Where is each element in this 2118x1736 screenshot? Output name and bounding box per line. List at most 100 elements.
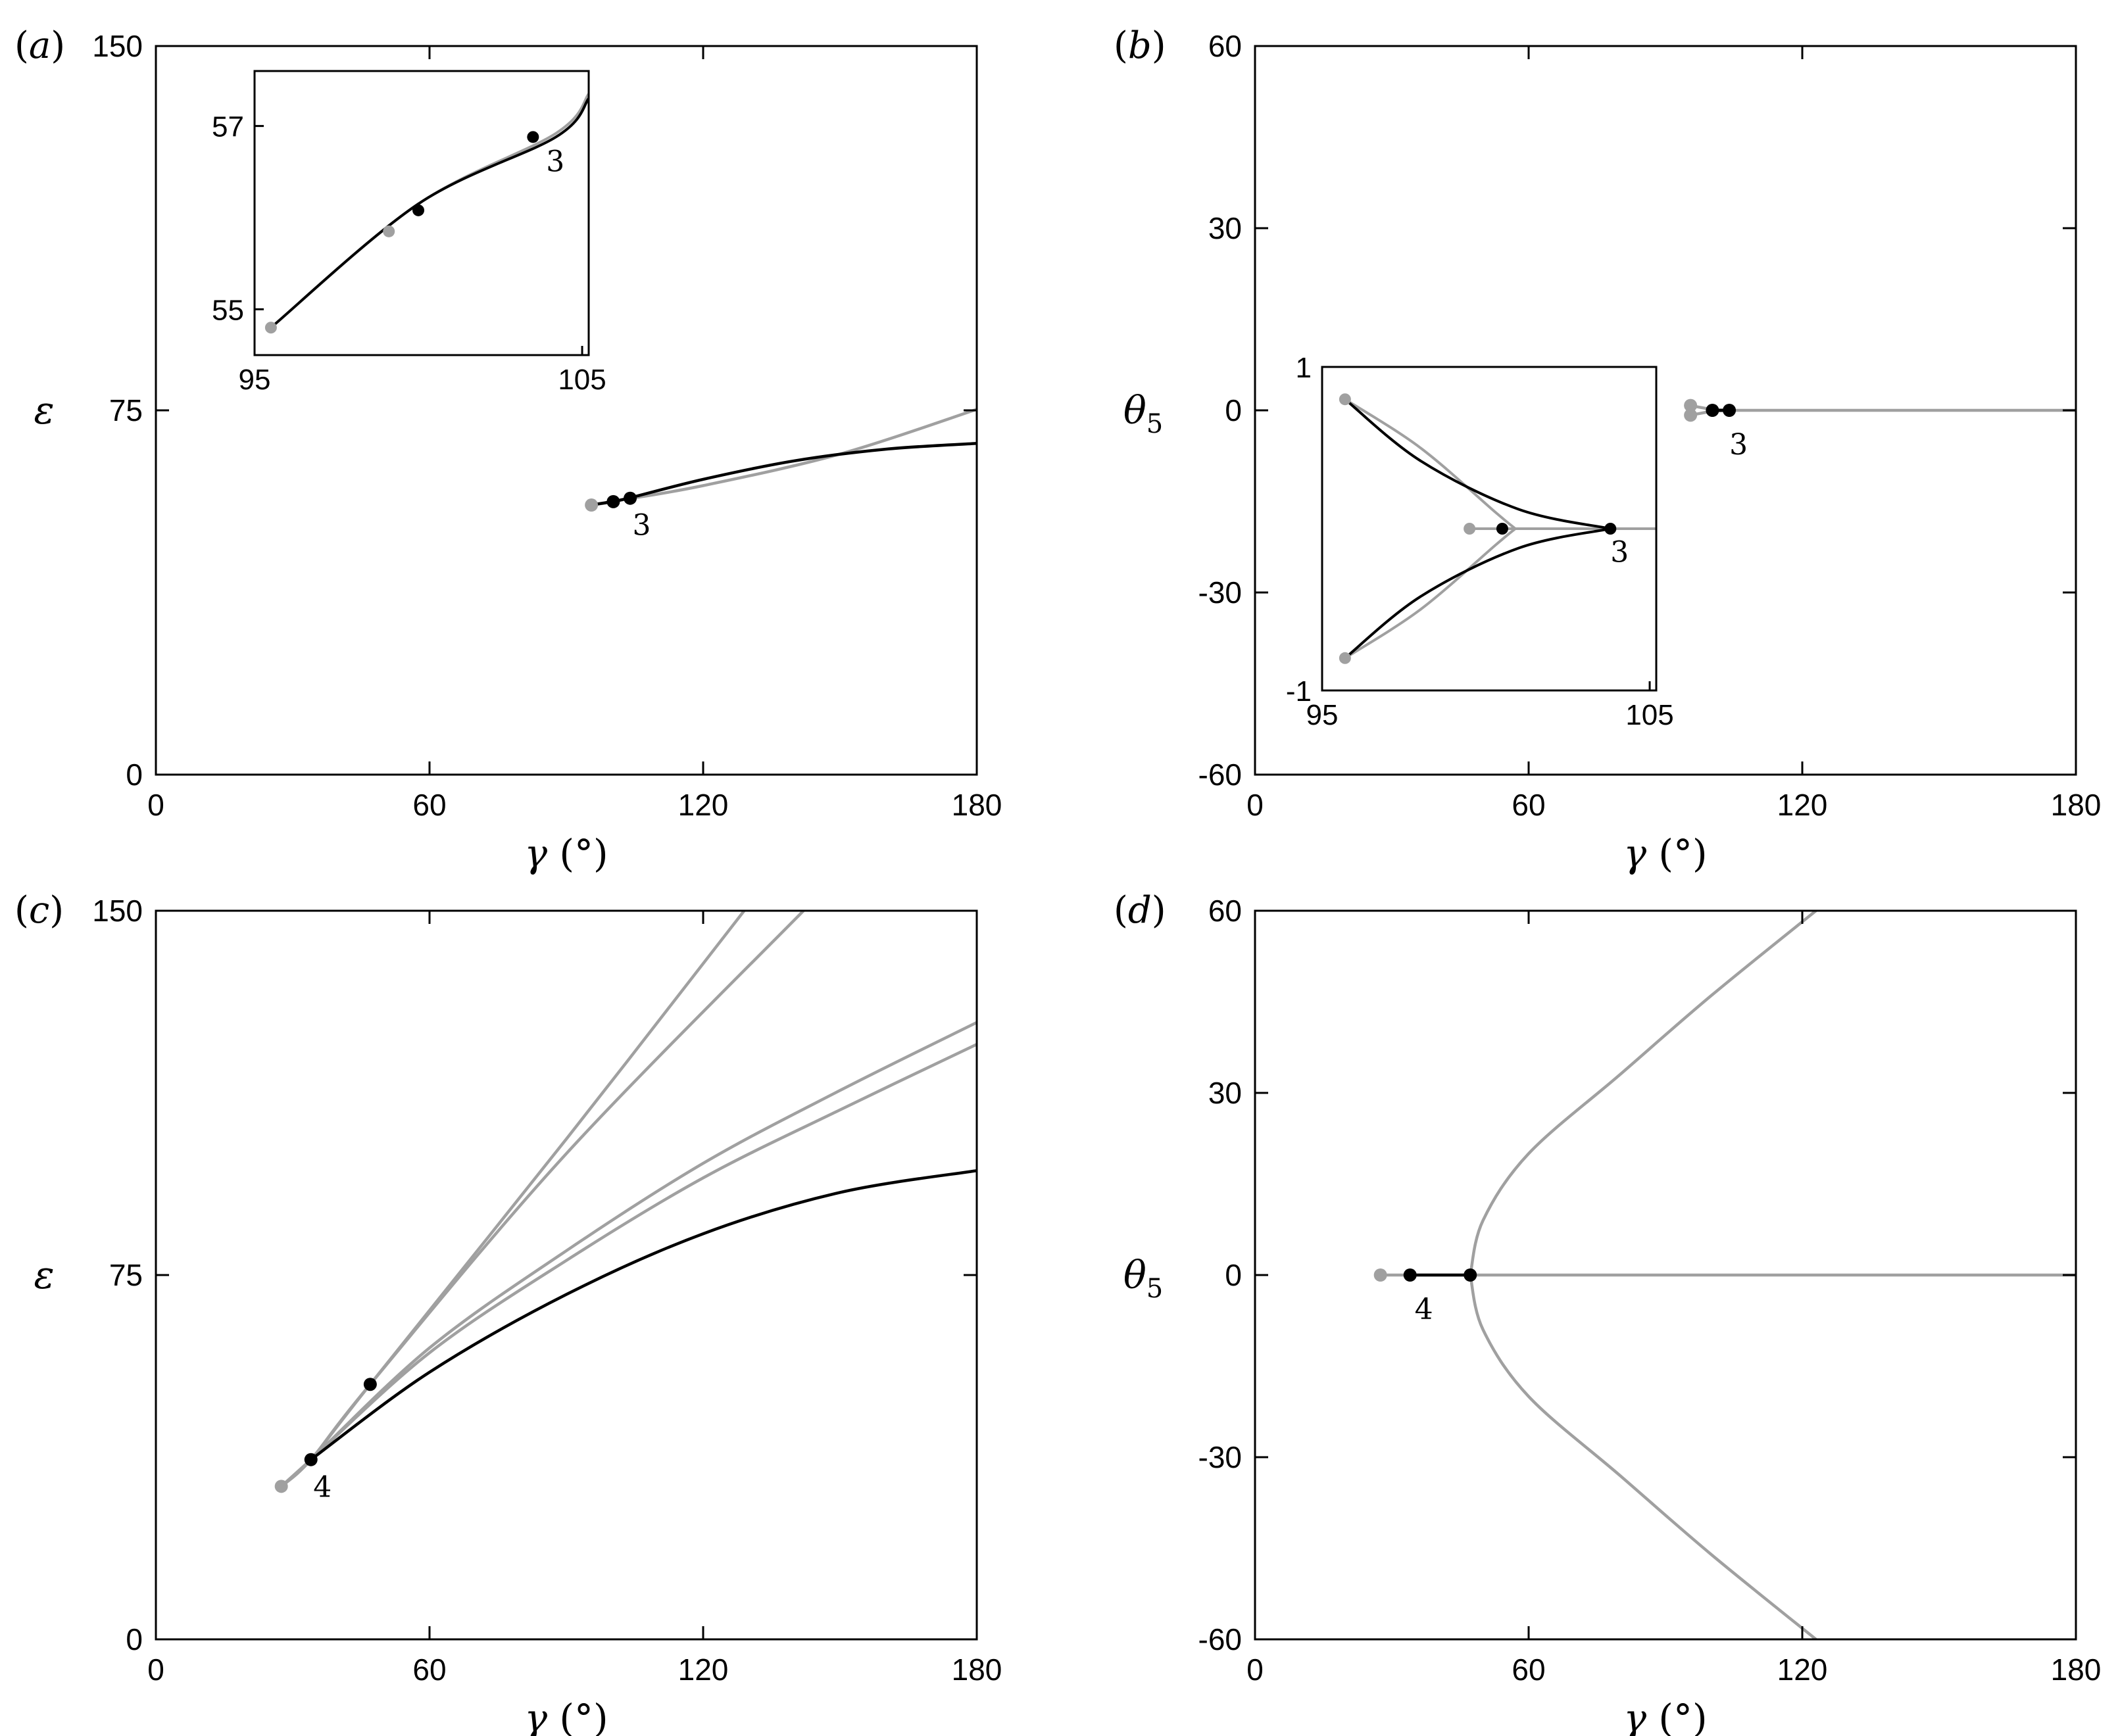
- x-tick-label: 0: [147, 788, 164, 822]
- plot-area: [1684, 398, 2076, 422]
- chart-panel-b: 0 60 120 180 -60 -30 0 30 60 3 γ (°) θ5 (b) 95 105 -1 1 3: [1114, 24, 2101, 876]
- x-tick-label: 0: [1246, 1652, 1264, 1687]
- chart-panel-a: 0 60 120 180 0 75 150 3 γ (°) ε (a) 95 105 55 57 3: [14, 24, 1002, 876]
- marker-point-2: [1403, 1268, 1417, 1282]
- inset-chart: 95 105 55 57 3: [212, 70, 606, 396]
- marker-point-2: [1684, 408, 1698, 422]
- x-tick-label: 60: [1512, 1652, 1545, 1687]
- marker-point-3: [412, 204, 425, 216]
- marker-point-3: [1464, 1268, 1477, 1282]
- x-tick-label: 60: [412, 788, 446, 822]
- y-tick-label: 0: [1225, 393, 1242, 427]
- y-tick-label: 60: [1208, 29, 1242, 63]
- marker-point-2: [304, 1453, 318, 1466]
- axes-frame: [1321, 366, 1658, 692]
- y-tick-label: 0: [1225, 1258, 1242, 1292]
- y-tick-label: -30: [1198, 575, 1242, 610]
- marker-point-3: [1464, 523, 1476, 535]
- marker-point-1: [1373, 1268, 1387, 1282]
- point-label: 4: [1415, 1293, 1433, 1326]
- plot-area: [274, 911, 977, 1493]
- marker-point-3: [363, 1378, 377, 1391]
- series-line-3: [1343, 527, 1517, 660]
- y-tick-label: 75: [109, 393, 143, 427]
- x-tick-label: 60: [1512, 788, 1545, 822]
- series-line-1: [280, 911, 746, 1488]
- point-label: 3: [1729, 428, 1748, 462]
- y-tick-label: 1: [1296, 352, 1312, 384]
- point-label: 3: [633, 509, 651, 542]
- y-axis-label: ε: [34, 1253, 54, 1297]
- series-line-1: [589, 408, 977, 507]
- series-line-4: [280, 1042, 977, 1488]
- axes-frame: [253, 70, 590, 356]
- marker-point-1: [1339, 393, 1351, 406]
- y-tick-label: -1: [1286, 675, 1312, 708]
- x-tick-label: 0: [1246, 788, 1264, 822]
- marker-point-2: [383, 225, 395, 237]
- x-axis-label: γ (°): [524, 1696, 608, 1736]
- point-label: 3: [546, 145, 564, 179]
- y-axis-label: θ5: [1123, 1253, 1163, 1304]
- y-axis-label: θ5: [1123, 388, 1163, 439]
- y-tick-label: 150: [92, 29, 143, 63]
- chart-panel-d: 0 60 120 180 -60 -30 0 30 60 4 γ (°) θ5 (d): [1114, 889, 2101, 1736]
- x-tick-label: 120: [1777, 1652, 1828, 1687]
- y-tick-label: 55: [212, 294, 244, 326]
- x-tick-label: 180: [2051, 788, 2102, 822]
- series-line-4: [1343, 398, 1612, 530]
- marker-point-1: [585, 498, 599, 512]
- marker-point-4: [1496, 523, 1508, 535]
- x-tick-label: 95: [239, 364, 271, 396]
- marker-point-4: [1723, 404, 1736, 417]
- series-line-2: [1343, 398, 1517, 530]
- x-tick-label: 95: [1306, 699, 1339, 731]
- plot-area: [264, 92, 589, 334]
- y-tick-label: 75: [109, 1258, 143, 1292]
- x-tick-label: 120: [678, 788, 729, 822]
- y-tick-label: -60: [1198, 758, 1242, 792]
- x-tick-label: 0: [147, 1652, 164, 1687]
- point-label: 3: [1610, 535, 1629, 569]
- x-axis-label: γ (°): [1623, 831, 1707, 876]
- marker-point-1: [264, 322, 277, 334]
- series-line-2: [269, 97, 589, 329]
- y-tick-label: 30: [1208, 211, 1242, 245]
- y-axis-label: ε: [34, 388, 54, 433]
- plot-area: [585, 408, 977, 512]
- marker-point-5: [1604, 523, 1617, 535]
- panel-label: (b): [1114, 24, 1166, 67]
- y-tick-label: 0: [126, 758, 143, 792]
- y-tick-label: -30: [1198, 1440, 1242, 1474]
- x-tick-label: 120: [678, 1652, 729, 1687]
- panel-label: (c): [14, 889, 64, 932]
- x-tick-label: 180: [2051, 1652, 2102, 1687]
- series-line-5: [309, 1169, 977, 1461]
- x-tick-label: 180: [952, 788, 1002, 822]
- series-line-5: [1343, 527, 1612, 660]
- marker-point-2: [1339, 652, 1351, 664]
- marker-point-4: [527, 131, 539, 143]
- series-line-3: [280, 1021, 977, 1488]
- y-tick-label: 0: [126, 1622, 143, 1656]
- x-axis-label: γ (°): [1623, 1696, 1707, 1736]
- x-axis-label: γ (°): [524, 831, 608, 876]
- y-tick-label: 57: [212, 111, 244, 143]
- point-label: 4: [313, 1470, 332, 1504]
- marker-point-1: [1684, 398, 1698, 412]
- y-tick-label: 30: [1208, 1076, 1242, 1110]
- marker-point-3: [1706, 404, 1719, 417]
- marker-point-1: [274, 1480, 288, 1493]
- x-tick-label: 120: [1777, 788, 1828, 822]
- x-tick-label: 105: [558, 364, 606, 396]
- series-line-2: [1469, 911, 1818, 1277]
- axes-frame: [155, 909, 978, 1641]
- inset-chart: 95 105 -1 1 3: [1286, 352, 1674, 731]
- x-tick-label: 180: [952, 1652, 1002, 1687]
- marker-point-2: [606, 494, 620, 508]
- panel-label: (d): [1114, 889, 1166, 932]
- y-tick-label: 150: [92, 894, 143, 928]
- plot-area: [1339, 393, 1656, 664]
- chart-panel-c: 0 60 120 180 0 75 150 4 γ (°) ε (c): [14, 889, 1002, 1736]
